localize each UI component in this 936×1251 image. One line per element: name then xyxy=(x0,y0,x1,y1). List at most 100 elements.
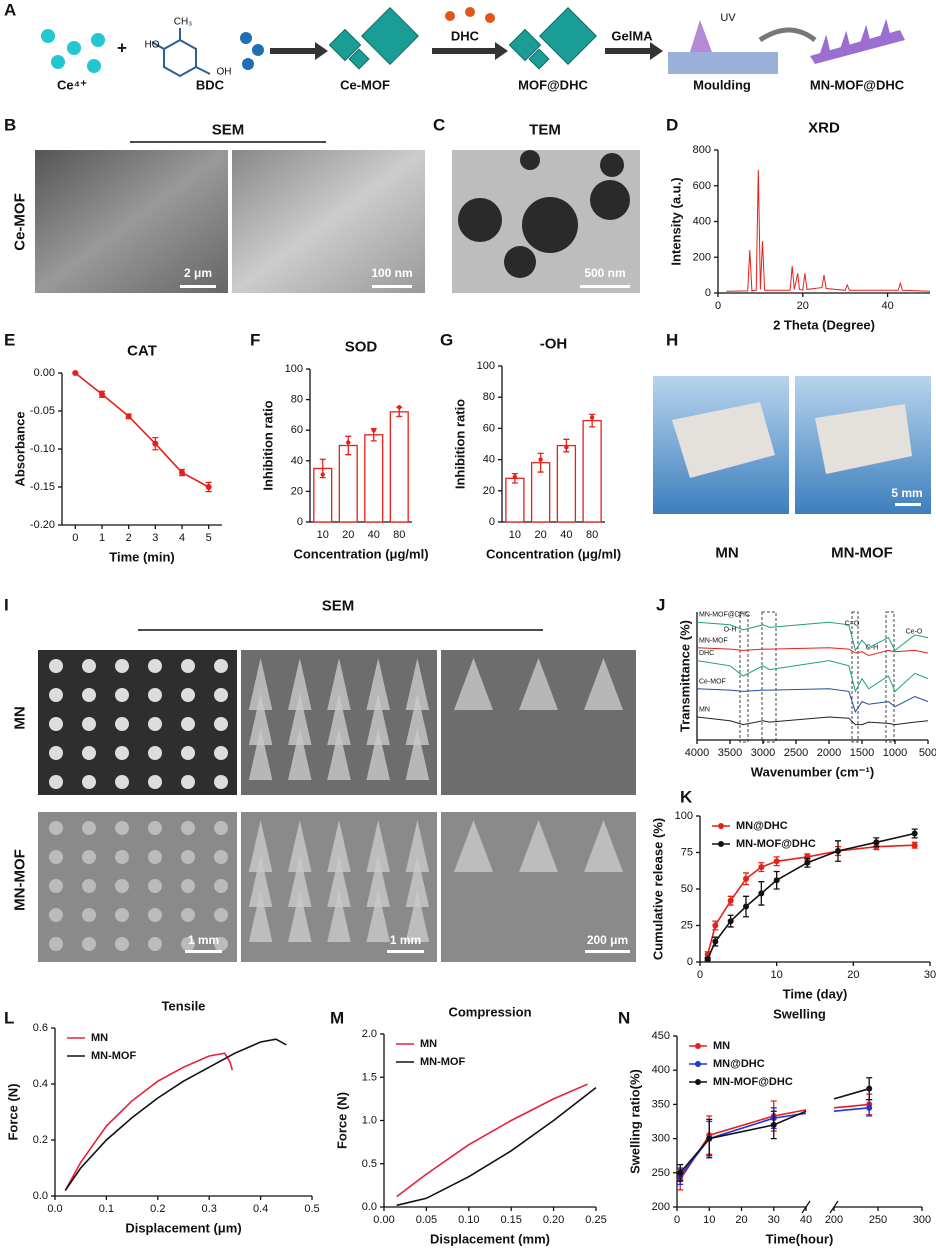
data-point xyxy=(727,918,734,925)
needle-tip xyxy=(214,908,228,922)
x-tick-label: 1000 xyxy=(883,747,907,759)
needle-tip xyxy=(115,746,129,760)
legend-label: MN-MOF@DHC xyxy=(736,838,816,850)
needle xyxy=(288,820,312,872)
panel-letter: L xyxy=(4,1009,14,1028)
drug-dots xyxy=(445,7,495,23)
drug-label: DHC xyxy=(451,29,480,44)
annotation: C=O xyxy=(845,621,860,628)
x-tick-label: 0.10 xyxy=(458,1214,479,1226)
x-tick-label: 0.5 xyxy=(304,1203,319,1215)
panel-letter: C xyxy=(433,116,445,135)
x-tick-label: 3000 xyxy=(751,747,775,759)
y-tick-label: 0.2 xyxy=(33,1134,48,1146)
legend-marker xyxy=(695,1061,701,1067)
loaded-label: MOF@DHC xyxy=(518,78,588,93)
series-line xyxy=(696,647,929,657)
needle-tip xyxy=(49,659,63,673)
x-tick-label: 20 xyxy=(342,529,354,541)
needle xyxy=(288,693,312,745)
y-axis-label: Force (N) xyxy=(6,1083,21,1140)
needle-tip xyxy=(181,717,195,731)
needle xyxy=(327,658,351,710)
needle xyxy=(248,658,273,710)
x-tick-label: 20 xyxy=(735,1214,747,1226)
needle-tip xyxy=(82,937,96,951)
data-point xyxy=(99,391,105,398)
patch xyxy=(672,402,775,478)
y-tick-label: 200 xyxy=(652,1201,670,1213)
data-point xyxy=(758,864,765,871)
panel-title: TEM xyxy=(529,122,561,139)
series-line xyxy=(64,1038,287,1191)
scale-label: 1 mm xyxy=(188,933,219,947)
linker-group: HO xyxy=(145,40,160,51)
bar xyxy=(364,434,384,523)
chart-title: CAT xyxy=(127,343,157,360)
scale-bar xyxy=(580,285,630,288)
scale-bar xyxy=(387,950,424,953)
photo-label: MN xyxy=(715,545,738,562)
chart-title: SOD xyxy=(345,339,378,356)
scale-label: 200 μm xyxy=(587,933,628,947)
y-tick-label: 1.0 xyxy=(362,1115,377,1127)
series-line xyxy=(396,1086,597,1207)
needle-tip xyxy=(82,688,96,702)
series-line xyxy=(696,716,929,726)
x-tick-label: 0 xyxy=(674,1214,680,1226)
needle-tip xyxy=(49,717,63,731)
panel-letter: J xyxy=(656,596,665,615)
trace-label: MN-MOF xyxy=(699,637,728,644)
legend-label: MN-MOF xyxy=(420,1056,465,1068)
needle xyxy=(248,855,273,907)
needle xyxy=(248,728,273,780)
legend-marker xyxy=(695,1043,701,1049)
needle-tip xyxy=(115,850,129,864)
needle-tip xyxy=(181,659,195,673)
x-tick-label: 40 xyxy=(368,529,380,541)
needle xyxy=(584,820,623,872)
legend-marker xyxy=(695,1079,701,1085)
legend-marker xyxy=(718,823,724,829)
y-tick-label: 1.5 xyxy=(362,1071,377,1083)
data-point xyxy=(804,859,811,866)
panel-letter: N xyxy=(618,1009,630,1028)
needle-tip xyxy=(214,717,228,731)
ion-dots xyxy=(41,29,105,73)
series-line xyxy=(679,1087,870,1174)
y-tick-label: 0 xyxy=(687,956,693,968)
needle-tip xyxy=(181,746,195,760)
needle-tip xyxy=(181,775,195,789)
needle xyxy=(405,658,430,710)
y-tick-label: 300 xyxy=(652,1133,670,1145)
linker-group: OH xyxy=(217,67,232,78)
legend-label: MN xyxy=(420,1038,437,1050)
x-tick-label: 10 xyxy=(703,1214,715,1226)
data-point xyxy=(179,469,185,476)
panel-letter: K xyxy=(680,788,693,807)
x-axis-label: Displacement (mm) xyxy=(430,1232,550,1247)
needle-tip xyxy=(115,659,129,673)
series-line xyxy=(696,621,929,652)
data-point xyxy=(397,405,402,410)
needle-tip xyxy=(148,746,162,760)
sem-image xyxy=(38,650,237,795)
x-tick-label: 0.00 xyxy=(373,1214,394,1226)
panel-letter: D xyxy=(666,116,678,135)
needle-tip xyxy=(49,908,63,922)
data-point xyxy=(72,370,79,376)
y-tick-label: 60 xyxy=(483,422,495,434)
data-point xyxy=(743,875,749,882)
data-point xyxy=(706,1135,713,1142)
data-point xyxy=(125,413,132,420)
needle xyxy=(288,658,312,710)
needle-tip xyxy=(82,746,96,760)
mn-patch xyxy=(810,18,905,64)
y-axis-label: Cumulative release (%) xyxy=(651,818,666,960)
x-tick-label: 1500 xyxy=(850,747,874,759)
needle-tip xyxy=(214,937,228,951)
chart-title: XRD xyxy=(808,120,840,137)
mn-sem-panel: SEM MN MN-MOF 1 mm 1 mm 200 μm xyxy=(12,598,636,962)
needle-tip xyxy=(49,688,63,702)
data-point xyxy=(835,848,841,855)
